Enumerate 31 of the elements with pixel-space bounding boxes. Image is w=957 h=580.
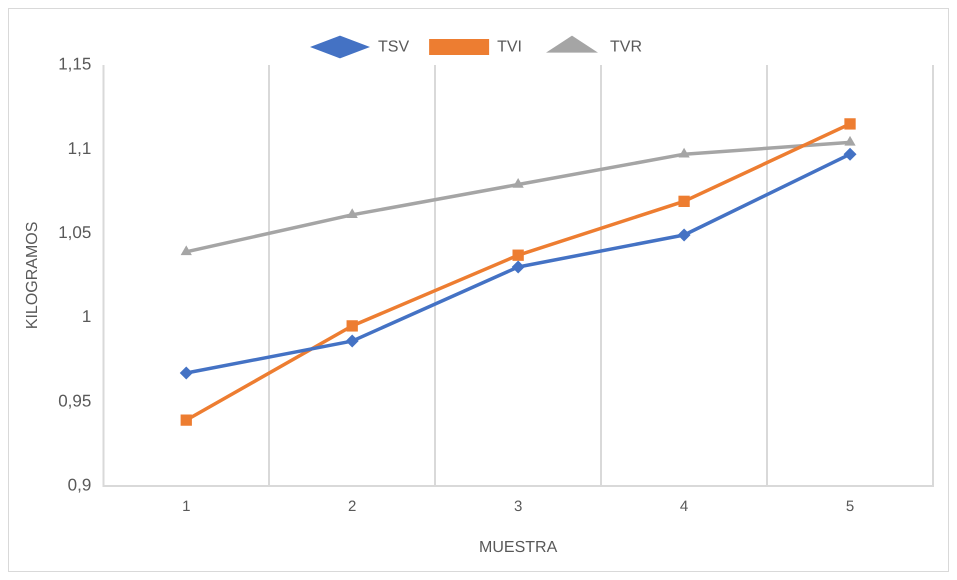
y-axis-title: KILOGRAMOS [24, 222, 42, 330]
y-tick-label: 0,95 [58, 391, 92, 410]
point [346, 334, 359, 348]
legend-label: TVR [610, 38, 642, 56]
point [844, 136, 856, 146]
point [346, 320, 358, 332]
point [844, 148, 857, 161]
point [180, 245, 192, 256]
point [678, 196, 690, 207]
y-tick-label: 1,15 [58, 54, 92, 74]
point [512, 178, 524, 188]
point [180, 366, 193, 380]
y-tick-label: 1,05 [58, 223, 92, 242]
legend-label: TVI [497, 38, 522, 56]
point [346, 208, 358, 218]
y-tick-label: 1 [82, 307, 92, 326]
point [512, 250, 524, 261]
point [678, 228, 691, 242]
point [512, 260, 525, 274]
x-tick-label: 4 [680, 498, 688, 515]
legend-label: TSV [378, 38, 410, 56]
x-tick-label: 5 [846, 498, 854, 515]
x-tick-label: 2 [348, 498, 356, 515]
point [678, 148, 690, 158]
y-tick-label: 1,1 [68, 138, 92, 158]
point [844, 118, 856, 130]
point [180, 414, 192, 426]
x-tick-label: 1 [182, 498, 190, 515]
x-axis-title: MUESTRA [479, 538, 558, 556]
y-tick-label: 0,9 [68, 475, 92, 494]
x-tick-label: 3 [514, 498, 522, 515]
